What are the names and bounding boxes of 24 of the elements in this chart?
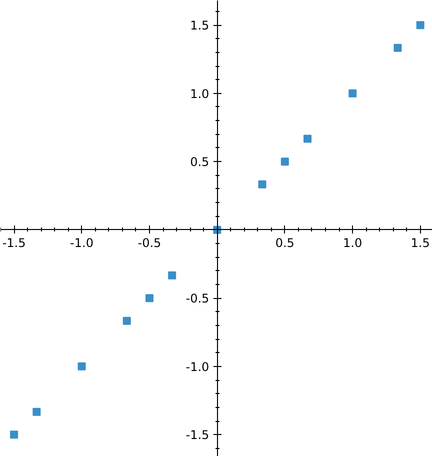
y-tick-label: -1.5 <box>186 428 210 442</box>
x-tick-label: -1.5 <box>2 236 26 250</box>
y-tick-label: 0.5 <box>190 155 210 170</box>
point <box>168 271 176 280</box>
x-tick-label: 0.5 <box>275 236 294 250</box>
point <box>394 44 402 52</box>
point <box>10 430 18 439</box>
y-tick-label: -1.0 <box>186 360 210 374</box>
x-tick-label: -0.5 <box>138 236 162 250</box>
point <box>32 408 41 416</box>
point <box>258 180 266 188</box>
y-tick-label: -0.5 <box>186 292 210 306</box>
point <box>78 362 86 370</box>
point <box>280 158 289 166</box>
point <box>122 316 131 325</box>
y-tick-label: 1.0 <box>190 86 210 101</box>
x-tick-label: 1.5 <box>410 236 430 250</box>
x-tick-label: 1.0 <box>343 236 362 250</box>
point <box>348 89 357 98</box>
point <box>416 21 424 30</box>
point <box>145 294 154 302</box>
point <box>304 134 312 143</box>
y-tick-label: 1.5 <box>190 18 210 33</box>
x-tick-label: -1.0 <box>70 236 94 250</box>
